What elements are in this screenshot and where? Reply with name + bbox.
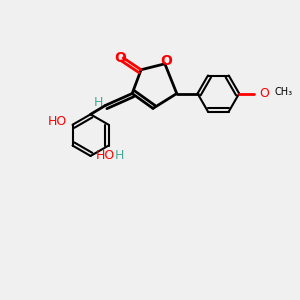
Text: CH₃: CH₃	[275, 87, 293, 97]
Text: H: H	[114, 149, 124, 162]
Text: H: H	[93, 96, 103, 109]
Text: HO: HO	[48, 115, 67, 128]
Text: O: O	[260, 87, 269, 100]
Text: HO: HO	[96, 149, 115, 162]
Text: O: O	[160, 54, 172, 68]
Text: O: O	[114, 51, 126, 65]
